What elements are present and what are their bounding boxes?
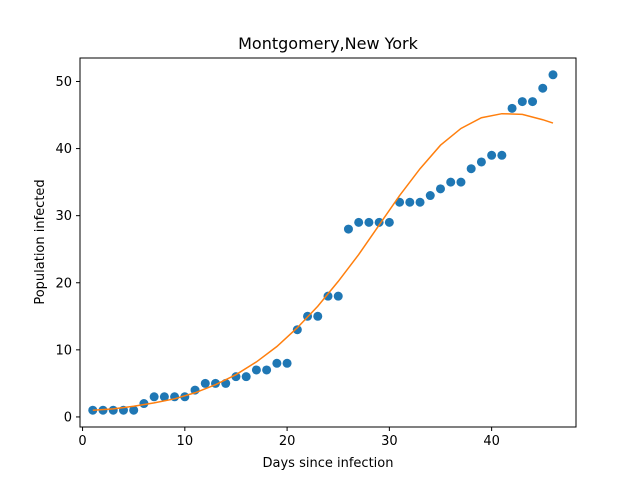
data-point <box>292 325 302 335</box>
y-tick-label: 20 <box>55 276 72 291</box>
plot-area <box>88 70 558 415</box>
data-point <box>487 150 497 160</box>
data-point <box>364 217 374 227</box>
x-tick-label: 30 <box>381 434 398 449</box>
data-point <box>548 70 558 80</box>
data-point <box>456 177 466 187</box>
y-axis: 0 10 20 30 40 50 <box>55 75 80 425</box>
data-point <box>354 217 364 227</box>
data-point <box>425 191 435 201</box>
data-point <box>384 217 394 227</box>
data-point <box>497 150 507 160</box>
data-point <box>323 291 333 301</box>
x-tick-label: 10 <box>177 434 194 449</box>
data-point <box>108 405 118 415</box>
data-point <box>272 358 282 368</box>
y-tick-label: 40 <box>55 142 72 157</box>
data-point <box>129 405 139 415</box>
y-tick-label: 50 <box>55 75 72 90</box>
data-point <box>231 372 241 382</box>
data-point <box>538 83 548 93</box>
data-point <box>262 365 272 375</box>
data-point <box>446 177 456 187</box>
data-point <box>241 372 251 382</box>
data-point <box>282 358 292 368</box>
data-point <box>528 97 538 107</box>
x-tick-label: 40 <box>483 434 500 449</box>
chart-title: Montgomery,New York <box>238 34 419 53</box>
data-point <box>415 197 425 207</box>
data-point <box>374 217 384 227</box>
data-point <box>200 378 210 388</box>
y-tick-label: 10 <box>55 343 72 358</box>
axes-frame <box>79 57 577 428</box>
y-tick-label: 0 <box>64 410 72 425</box>
data-point <box>435 184 445 194</box>
data-point <box>517 97 527 107</box>
data-point <box>405 197 415 207</box>
x-axis: 0 10 20 30 40 <box>78 427 500 449</box>
x-axis-label: Days since infection <box>263 456 394 471</box>
data-point <box>159 392 169 402</box>
data-point <box>333 291 343 301</box>
x-tick-label: 20 <box>279 434 296 449</box>
fit-line <box>92 112 554 411</box>
data-point <box>139 399 149 409</box>
data-point <box>476 157 486 167</box>
data-point <box>343 224 353 234</box>
y-axis-label: Population infected <box>33 179 48 304</box>
data-point <box>149 392 159 402</box>
data-point <box>507 103 517 113</box>
y-tick-label: 30 <box>55 209 72 224</box>
data-point <box>313 311 323 321</box>
data-point <box>466 164 476 174</box>
data-point <box>251 365 261 375</box>
x-tick-label: 0 <box>78 434 86 449</box>
